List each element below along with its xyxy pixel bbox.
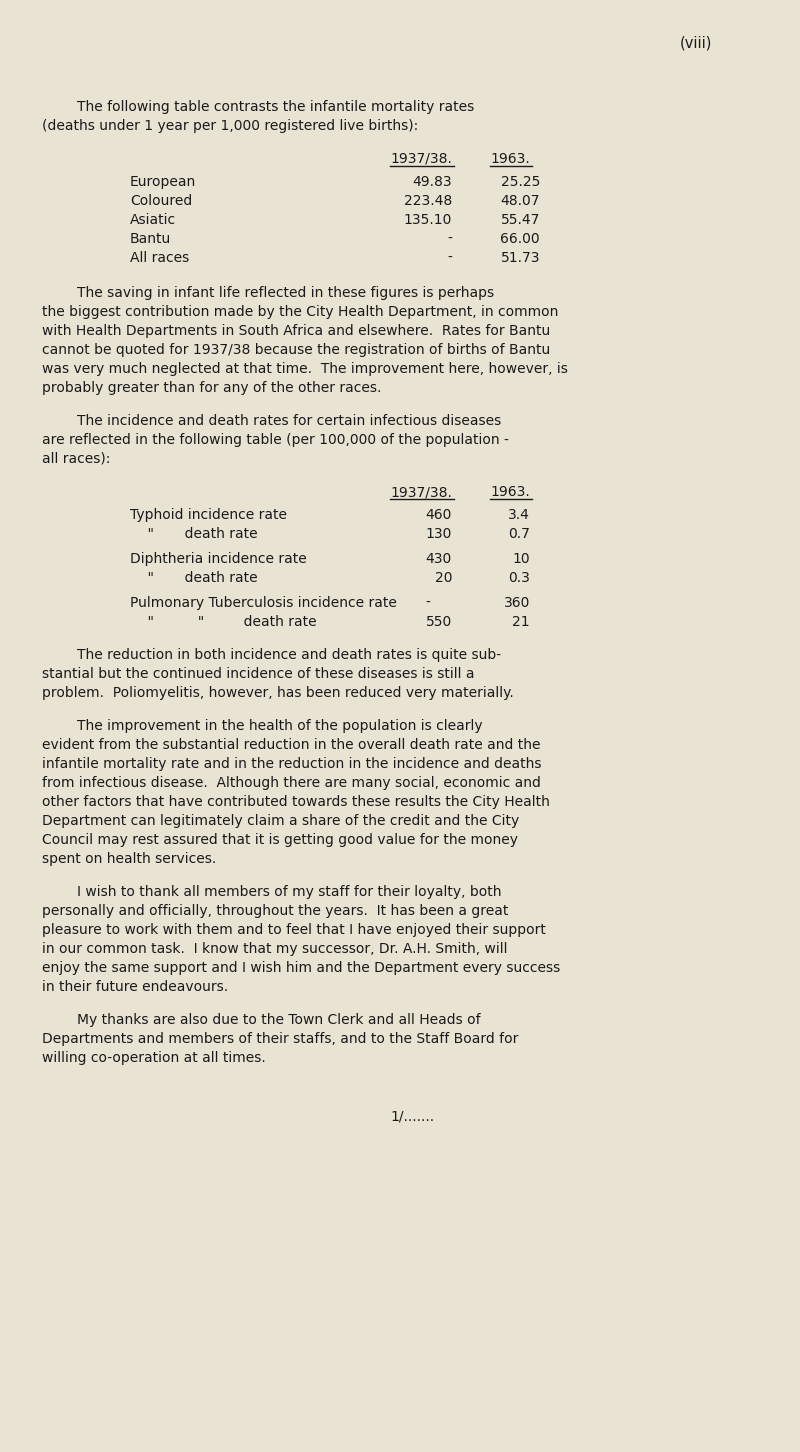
Text: 550: 550: [426, 616, 452, 629]
Text: Council may rest assured that it is getting good value for the money: Council may rest assured that it is gett…: [42, 833, 518, 847]
Text: 1963.: 1963.: [490, 485, 530, 499]
Text: 3.4: 3.4: [508, 508, 530, 523]
Text: The reduction in both incidence and death rates is quite sub-: The reduction in both incidence and deat…: [42, 648, 501, 662]
Text: -: -: [425, 595, 430, 610]
Text: 66.00: 66.00: [500, 232, 540, 245]
Text: was very much neglected at that time.  The improvement here, however, is: was very much neglected at that time. Th…: [42, 362, 568, 376]
Text: The saving in infant life reflected in these figures is perhaps: The saving in infant life reflected in t…: [42, 286, 494, 301]
Text: willing co-operation at all times.: willing co-operation at all times.: [42, 1051, 266, 1064]
Text: 460: 460: [426, 508, 452, 523]
Text: from infectious disease.  Although there are many social, economic and: from infectious disease. Although there …: [42, 775, 541, 790]
Text: "          "         death rate: " " death rate: [130, 616, 317, 629]
Text: 25.25: 25.25: [501, 176, 540, 189]
Text: other factors that have contributed towards these results the City Health: other factors that have contributed towa…: [42, 796, 550, 809]
Text: 1937/38.: 1937/38.: [390, 485, 452, 499]
Text: personally and officially, throughout the years.  It has been a great: personally and officially, throughout th…: [42, 905, 508, 918]
Text: The following table contrasts the infantile mortality rates: The following table contrasts the infant…: [42, 100, 474, 115]
Text: the biggest contribution made by the City Health Department, in common: the biggest contribution made by the Cit…: [42, 305, 558, 319]
Text: 130: 130: [426, 527, 452, 542]
Text: European: European: [130, 176, 196, 189]
Text: spent on health services.: spent on health services.: [42, 852, 216, 865]
Text: infantile mortality rate and in the reduction in the incidence and deaths: infantile mortality rate and in the redu…: [42, 756, 542, 771]
Text: Bantu: Bantu: [130, 232, 171, 245]
Text: The improvement in the health of the population is clearly: The improvement in the health of the pop…: [42, 719, 482, 733]
Text: in our common task.  I know that my successor, Dr. A.H. Smith, will: in our common task. I know that my succe…: [42, 942, 507, 955]
Text: My thanks are also due to the Town Clerk and all Heads of: My thanks are also due to the Town Clerk…: [42, 1013, 481, 1027]
Text: 135.10: 135.10: [404, 213, 452, 227]
Text: Typhoid incidence rate: Typhoid incidence rate: [130, 508, 287, 523]
Text: Coloured: Coloured: [130, 195, 192, 208]
Text: 49.83: 49.83: [412, 176, 452, 189]
Text: pleasure to work with them and to feel that I have enjoyed their support: pleasure to work with them and to feel t…: [42, 923, 546, 937]
Text: 1/.......: 1/.......: [390, 1109, 434, 1124]
Text: in their future endeavours.: in their future endeavours.: [42, 980, 228, 995]
Text: 48.07: 48.07: [501, 195, 540, 208]
Text: 430: 430: [426, 552, 452, 566]
Text: Departments and members of their staffs, and to the Staff Board for: Departments and members of their staffs,…: [42, 1032, 518, 1045]
Text: All races: All races: [130, 251, 190, 266]
Text: The incidence and death rates for certain infectious diseases: The incidence and death rates for certai…: [42, 414, 502, 428]
Text: all races):: all races):: [42, 452, 110, 466]
Text: 1937/38.: 1937/38.: [390, 152, 452, 166]
Text: (viii): (viii): [680, 35, 712, 49]
Text: problem.  Poliomyelitis, however, has been reduced very materially.: problem. Poliomyelitis, however, has bee…: [42, 685, 514, 700]
Text: 20: 20: [434, 571, 452, 585]
Text: probably greater than for any of the other races.: probably greater than for any of the oth…: [42, 380, 382, 395]
Text: 51.73: 51.73: [501, 251, 540, 266]
Text: 1963.: 1963.: [490, 152, 530, 166]
Text: -: -: [447, 251, 452, 266]
Text: Department can legitimately claim a share of the credit and the City: Department can legitimately claim a shar…: [42, 815, 519, 828]
Text: evident from the substantial reduction in the overall death rate and the: evident from the substantial reduction i…: [42, 738, 541, 752]
Text: 360: 360: [504, 595, 530, 610]
Text: I wish to thank all members of my staff for their loyalty, both: I wish to thank all members of my staff …: [42, 886, 502, 899]
Text: stantial but the continued incidence of these diseases is still a: stantial but the continued incidence of …: [42, 666, 474, 681]
Text: 10: 10: [512, 552, 530, 566]
Text: "       death rate: " death rate: [130, 527, 258, 542]
Text: Diphtheria incidence rate: Diphtheria incidence rate: [130, 552, 306, 566]
Text: cannot be quoted for 1937/38 because the registration of births of Bantu: cannot be quoted for 1937/38 because the…: [42, 343, 550, 357]
Text: enjoy the same support and I wish him and the Department every success: enjoy the same support and I wish him an…: [42, 961, 560, 974]
Text: 0.3: 0.3: [508, 571, 530, 585]
Text: with Health Departments in South Africa and elsewhere.  Rates for Bantu: with Health Departments in South Africa …: [42, 324, 550, 338]
Text: (deaths under 1 year per 1,000 registered live births):: (deaths under 1 year per 1,000 registere…: [42, 119, 418, 134]
Text: 223.48: 223.48: [404, 195, 452, 208]
Text: are reflected in the following table (per 100,000 of the population -: are reflected in the following table (pe…: [42, 433, 509, 447]
Text: Asiatic: Asiatic: [130, 213, 176, 227]
Text: Pulmonary Tuberculosis incidence rate: Pulmonary Tuberculosis incidence rate: [130, 595, 397, 610]
Text: "       death rate: " death rate: [130, 571, 258, 585]
Text: 21: 21: [512, 616, 530, 629]
Text: -: -: [447, 232, 452, 245]
Text: 55.47: 55.47: [501, 213, 540, 227]
Text: 0.7: 0.7: [508, 527, 530, 542]
